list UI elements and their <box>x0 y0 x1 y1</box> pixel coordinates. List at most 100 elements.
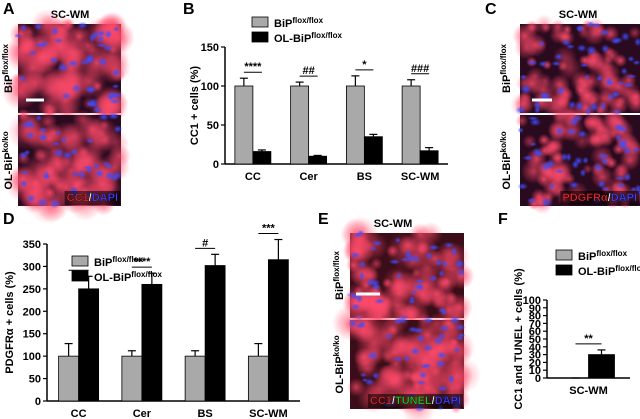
bar <box>345 85 365 165</box>
nucleus <box>595 74 604 82</box>
nucleus <box>371 371 380 380</box>
nucleus <box>418 371 428 379</box>
stain-part: CC1 <box>67 192 89 204</box>
nucleus <box>540 161 552 172</box>
y-tick-label: 250 <box>23 284 41 296</box>
panel-label: C <box>485 1 497 18</box>
y-tick-label: 20 <box>529 357 541 369</box>
nucleus <box>604 81 616 86</box>
nucleus <box>102 160 109 167</box>
nucleus <box>407 298 416 305</box>
nucleus <box>425 251 433 261</box>
nucleus <box>95 29 107 37</box>
nucleus <box>26 194 37 203</box>
y-tick-label: 60 <box>529 326 541 338</box>
legend-label: OL-BiPflox/flox <box>274 31 343 45</box>
y-tick-label: 40 <box>529 342 541 354</box>
stain-box <box>64 191 120 205</box>
y-tick-label: 90 <box>529 303 541 315</box>
nucleus <box>407 326 419 333</box>
y-tick-label: 50 <box>29 374 41 386</box>
nucleus <box>553 53 564 61</box>
cell-signal <box>535 171 552 188</box>
stain-part: / <box>608 192 611 204</box>
bar <box>234 85 254 165</box>
cell-signal <box>573 132 592 151</box>
nucleus <box>556 86 566 96</box>
nucleus <box>515 105 527 115</box>
cell-signal <box>523 33 548 57</box>
nucleus <box>359 372 367 378</box>
y-tick-label: 10 <box>529 365 541 377</box>
nucleus <box>51 141 61 146</box>
nucleus <box>364 378 375 386</box>
nucleus <box>21 120 33 129</box>
nucleus <box>535 151 544 157</box>
nucleus <box>404 249 413 260</box>
nucleus <box>568 181 580 189</box>
stain-part: TUNEL <box>395 395 432 407</box>
nucleus <box>447 375 455 380</box>
y-tick-label: 0 <box>535 373 541 385</box>
nucleus <box>53 37 64 44</box>
bar <box>363 136 383 165</box>
nucleus <box>610 90 621 99</box>
nucleus <box>35 114 43 122</box>
legend-label: BiPflox/flox <box>94 255 144 269</box>
nucleus <box>93 162 100 170</box>
y-tick-label: 100 <box>523 295 541 307</box>
nucleus <box>623 173 632 182</box>
nucleus <box>538 40 545 47</box>
nucleus <box>611 36 624 44</box>
row-label-main: BiP <box>334 282 346 300</box>
legend-superscript: flox/flox <box>131 270 162 279</box>
nucleus <box>113 125 123 133</box>
nucleus <box>82 165 94 170</box>
cell-signal <box>594 88 614 108</box>
nucleus <box>449 315 461 325</box>
cell-signal <box>78 115 107 144</box>
nucleus <box>39 127 48 134</box>
stain-legend: CC1/TUNEL/DAPI <box>370 395 461 407</box>
nucleus <box>20 24 27 32</box>
nucleus <box>71 84 82 93</box>
nucleus <box>454 323 466 331</box>
nucleus <box>630 186 637 192</box>
nucleus <box>422 344 434 352</box>
cell-signal <box>14 116 43 145</box>
nucleus <box>435 359 446 368</box>
stain-part: DAPI <box>435 395 461 407</box>
nucleus <box>554 169 565 174</box>
cell-signal <box>552 164 572 185</box>
nucleus <box>548 183 556 190</box>
x-tick-label: BS <box>357 171 372 183</box>
row-label: BiPflox/flox <box>332 250 346 300</box>
nucleus <box>526 197 537 204</box>
nucleus <box>436 385 449 392</box>
cell-signal <box>541 22 551 33</box>
nucleus <box>441 260 448 268</box>
nucleus <box>614 176 626 181</box>
nucleus <box>85 86 96 92</box>
nucleus <box>632 59 640 66</box>
nucleus <box>539 91 550 99</box>
nucleus <box>98 112 110 122</box>
bar <box>121 355 143 402</box>
nucleus <box>600 101 607 111</box>
row-label-sup: ko/ko <box>332 335 341 356</box>
panel-label: A <box>3 1 15 18</box>
nucleus <box>620 67 628 76</box>
nucleus <box>522 155 535 161</box>
legend-swatch <box>555 264 573 276</box>
nucleus <box>350 251 361 259</box>
nucleus <box>428 275 438 282</box>
cell-signal <box>522 134 537 149</box>
nucleus <box>409 347 421 356</box>
cell-signal <box>42 64 81 104</box>
nucleus <box>370 245 377 252</box>
bar <box>401 85 421 165</box>
nucleus <box>113 26 120 32</box>
nucleus <box>438 269 445 278</box>
y-tick-label: 70 <box>529 318 541 330</box>
bar <box>78 288 100 402</box>
